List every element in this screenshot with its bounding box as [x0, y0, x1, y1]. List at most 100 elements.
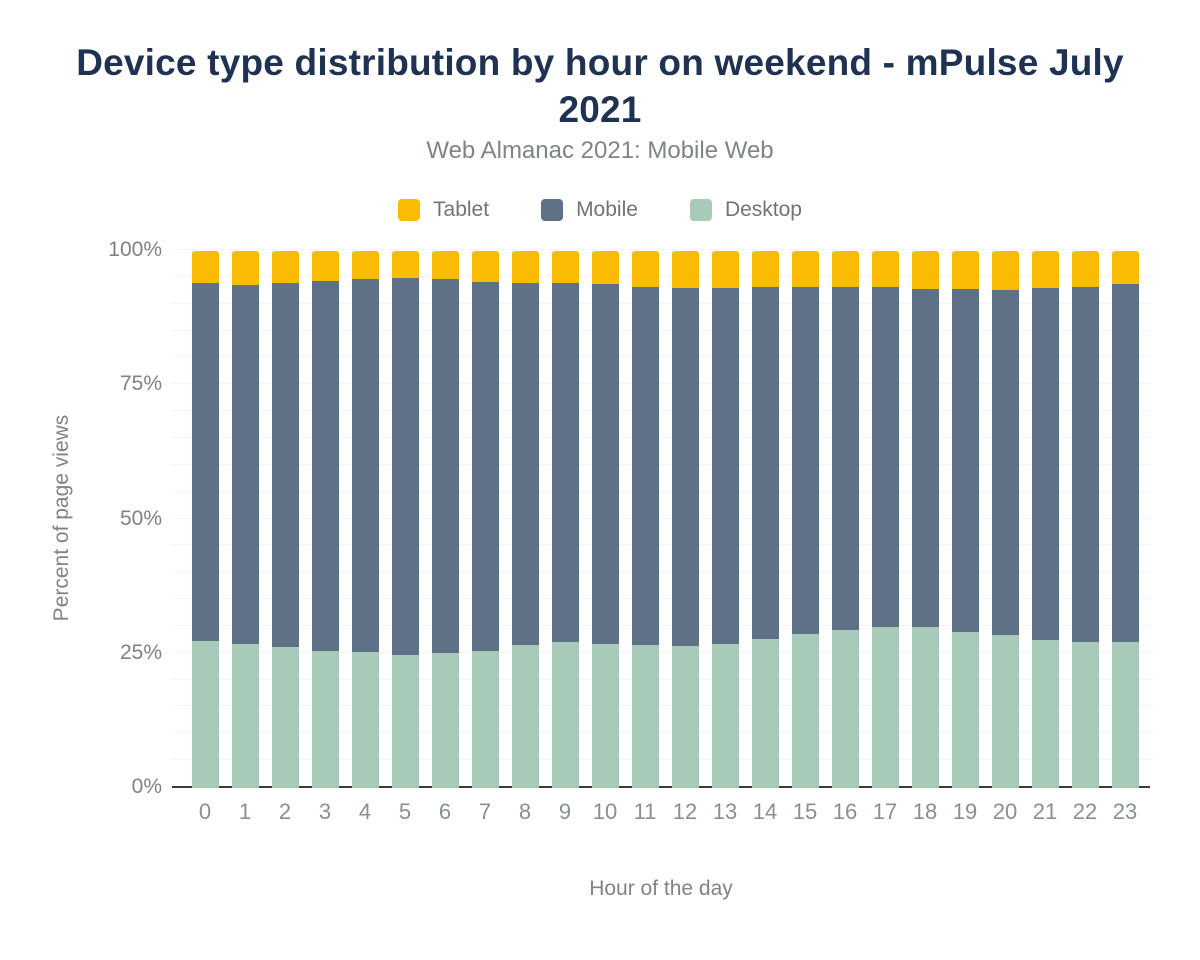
x-tick-label-1: 1 — [238, 799, 252, 824]
gridline-65 — [172, 436, 1150, 438]
bar-segment-desktop-hour-11 — [631, 645, 659, 788]
y-tick-label-75%: 75% — [119, 372, 162, 396]
plot-area: 0 1 2 3 4 5 6 7 8 9 10 11 12 13 14 15 16 17 18 19 20 21 22 23 — [172, 249, 1150, 824]
bar-segment-tablet-hour-7 — [471, 251, 499, 283]
bar-segment-tablet-hour-21 — [1031, 251, 1059, 289]
bar-segment-tablet-hour-10 — [591, 251, 619, 285]
gridline-55 — [172, 490, 1150, 492]
legend-label-mobile: Mobile — [576, 198, 638, 221]
bar-column-hour-8 — [511, 250, 539, 788]
y-tick-label-0%: 0% — [131, 775, 162, 798]
bar-segment-mobile-hour-12 — [671, 288, 699, 647]
bar-segment-desktop-hour-8 — [511, 645, 539, 788]
bar-segment-mobile-hour-10 — [591, 284, 619, 644]
x-axis-baseline — [172, 786, 1150, 788]
bar-segment-tablet-hour-15 — [791, 251, 819, 287]
bar-segment-tablet-hour-0 — [191, 251, 219, 284]
gridline-75 — [172, 383, 1150, 385]
bar-segment-tablet-hour-19 — [951, 251, 979, 290]
bar-segment-tablet-hour-16 — [831, 251, 859, 287]
bar-segment-mobile-hour-22 — [1071, 286, 1099, 642]
x-tick-label-20: 20 — [992, 799, 1018, 824]
bar-segment-mobile-hour-13 — [711, 288, 739, 644]
bar-column-hour-18 — [911, 250, 939, 788]
chart-title-text: Device type distribution by hour on week… — [76, 42, 1124, 130]
bar-segment-tablet-hour-14 — [751, 251, 779, 287]
bar-segment-tablet-hour-17 — [871, 251, 899, 287]
bar-segment-tablet-hour-2 — [271, 251, 299, 284]
gridline-25 — [172, 651, 1150, 653]
bar-column-hour-19 — [951, 250, 979, 788]
x-tick-label-23: 23 — [1112, 799, 1138, 824]
bar-segment-tablet-hour-4 — [351, 251, 379, 279]
x-tick-label-18: 18 — [912, 799, 938, 824]
bar-segment-tablet-hour-6 — [431, 251, 459, 279]
bar-segment-tablet-hour-20 — [991, 251, 1019, 291]
bar-segment-mobile-hour-14 — [751, 286, 779, 639]
bar-column-hour-5 — [391, 250, 419, 788]
bar-column-hour-0 — [191, 250, 219, 788]
bar-segment-desktop-hour-12 — [671, 646, 699, 788]
bar-segment-tablet-hour-11 — [631, 251, 659, 287]
bar-segment-desktop-hour-9 — [551, 642, 579, 788]
bar-column-hour-14 — [751, 250, 779, 788]
gridline-50 — [172, 517, 1150, 519]
gridline-60 — [172, 463, 1150, 465]
bar-segment-desktop-hour-2 — [271, 646, 299, 788]
bar-column-hour-13 — [711, 250, 739, 788]
bar-segment-desktop-hour-19 — [951, 631, 979, 788]
x-tick-label-13: 13 — [712, 799, 738, 824]
x-tick-label-5: 5 — [398, 799, 412, 824]
bar-segment-desktop-hour-10 — [591, 643, 619, 788]
bar-segment-tablet-hour-1 — [231, 251, 259, 285]
bar-column-hour-10 — [591, 250, 619, 788]
bar-column-hour-4 — [351, 250, 379, 788]
bar-column-hour-17 — [871, 250, 899, 788]
legend-label-desktop: Desktop — [724, 198, 802, 221]
bar-segment-mobile-hour-0 — [191, 283, 219, 641]
bar-segment-mobile-hour-20 — [991, 290, 1019, 635]
bar-segment-tablet-hour-22 — [1071, 251, 1099, 287]
gridline-30 — [172, 624, 1150, 626]
gridline-80 — [172, 356, 1150, 358]
bar-segment-mobile-hour-23 — [1111, 284, 1139, 642]
x-tick-label-22: 22 — [1072, 799, 1098, 824]
y-tick-label-25%: 25% — [119, 640, 162, 664]
bar-segment-mobile-hour-3 — [311, 281, 339, 651]
bar-segment-mobile-hour-8 — [511, 283, 539, 646]
bar-segment-mobile-hour-5 — [391, 277, 419, 655]
legend-swatch-tablet-icon — [398, 199, 421, 221]
x-tick-label-11: 11 — [633, 799, 657, 824]
y-tick-label-50%: 50% — [119, 506, 162, 530]
x-tick-label-17: 17 — [872, 799, 898, 824]
bar-column-hour-1 — [231, 250, 259, 788]
bar-segment-mobile-hour-18 — [911, 289, 939, 628]
bar-segment-desktop-hour-5 — [391, 654, 419, 788]
bar-column-hour-12 — [671, 250, 699, 788]
bar-segment-tablet-hour-18 — [911, 251, 939, 290]
x-tick-label-3: 3 — [318, 799, 332, 824]
legend-item-tablet: Tablet — [398, 198, 489, 222]
chart-subtitle: Web Almanac 2021: Mobile Web — [426, 137, 774, 164]
x-tick-label-12: 12 — [672, 799, 698, 824]
bar-segment-tablet-hour-12 — [671, 251, 699, 289]
bar-segment-desktop-hour-0 — [191, 640, 219, 788]
bar-segment-tablet-hour-8 — [511, 251, 539, 284]
legend-item-desktop: Desktop — [689, 198, 802, 222]
x-tick-label-2: 2 — [278, 799, 292, 824]
bar-column-hour-23 — [1111, 250, 1139, 788]
bar-segment-mobile-hour-15 — [791, 287, 819, 634]
bar-segment-mobile-hour-11 — [631, 287, 659, 646]
x-tick-label-7: 7 — [478, 799, 492, 824]
bar-segment-desktop-hour-1 — [231, 644, 259, 788]
bar-column-hour-22 — [1071, 250, 1099, 788]
x-tick-label-9: 9 — [558, 799, 572, 824]
x-tick-label-6: 6 — [438, 799, 452, 824]
x-tick-label-15: 15 — [792, 799, 818, 824]
gridline-15 — [172, 705, 1150, 707]
gridline-20 — [172, 678, 1150, 680]
bar-segment-desktop-hour-20 — [991, 634, 1019, 788]
gridline-35 — [172, 598, 1150, 600]
legend-item-mobile: Mobile — [541, 198, 638, 222]
